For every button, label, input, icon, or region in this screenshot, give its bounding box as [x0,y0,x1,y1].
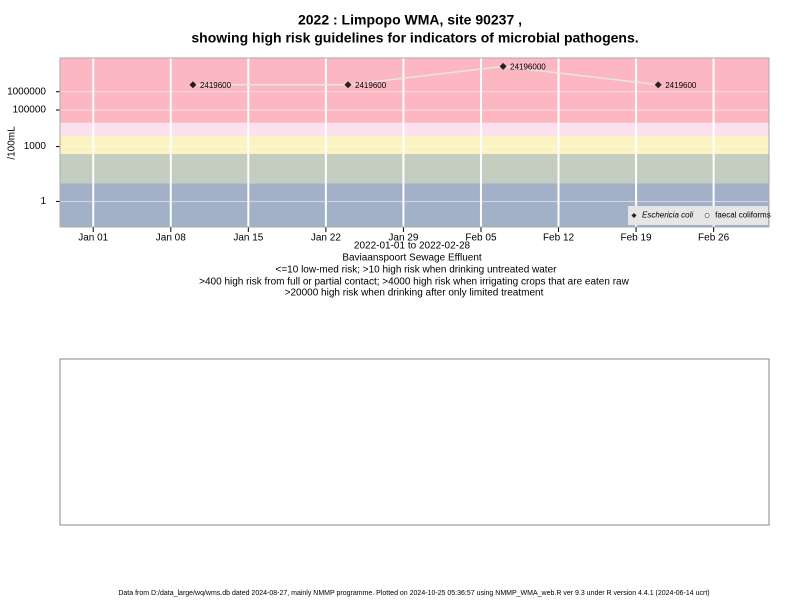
data-point [654,81,662,89]
x-tick-label: Feb 26 [698,233,730,244]
x-tick-label: Feb 05 [465,233,497,244]
legend-box [628,206,768,225]
y-tick-label: 1000 [24,141,47,152]
chart-subtitle: showing high risk guidelines for indicat… [191,30,638,46]
data-label: 2419600 [665,81,697,90]
x-tick-label: Feb 19 [620,233,652,244]
data-point [344,81,352,89]
note: >400 high risk from full or partial cont… [199,277,629,288]
risk-band [60,153,769,184]
x-tick-label: Jan 15 [233,233,263,244]
series-line [192,65,659,86]
data-point [189,81,197,89]
risk-band [60,122,769,136]
x-tick-label: Feb 12 [543,233,575,244]
y-tick-label: 1 [40,196,46,207]
data-point [499,62,507,70]
x-axis-label: 2022-01-01 to 2022-02-28 [354,241,471,252]
data-label: 2419600 [200,81,232,90]
legend-label: Eschericia coli [642,211,693,220]
y-tick-label: 100000 [13,105,47,116]
legend-marker [704,213,710,218]
note: >20000 high risk when drinking after onl… [285,288,544,299]
y-tick-label: 1000000 [7,86,46,97]
empty-panel [59,358,770,526]
data-label: 2419600 [355,81,387,90]
x-tick-label: Jan 22 [311,233,341,244]
x-tick-label: Jan 08 [156,233,186,244]
risk-band [60,135,769,154]
footer: Data from D:/data_large/wq/wms.db dated … [118,590,709,597]
data-label: 24196000 [510,63,546,72]
legend-marker [631,213,637,218]
note: <=10 low-med risk; >10 high risk when dr… [276,265,558,276]
risk-band [60,58,769,123]
site-name: Baviaanspoort Sewage Effluent [342,253,482,264]
plot-frame [59,57,770,228]
chart-title: 2022 : Limpopo WMA, site 90237 , [298,12,522,28]
x-tick-label: Jan 29 [388,233,418,244]
y-axis-label: /100mL [7,126,18,160]
x-tick-label: Jan 01 [78,233,108,244]
legend-label: faecal coliforms [715,211,771,220]
